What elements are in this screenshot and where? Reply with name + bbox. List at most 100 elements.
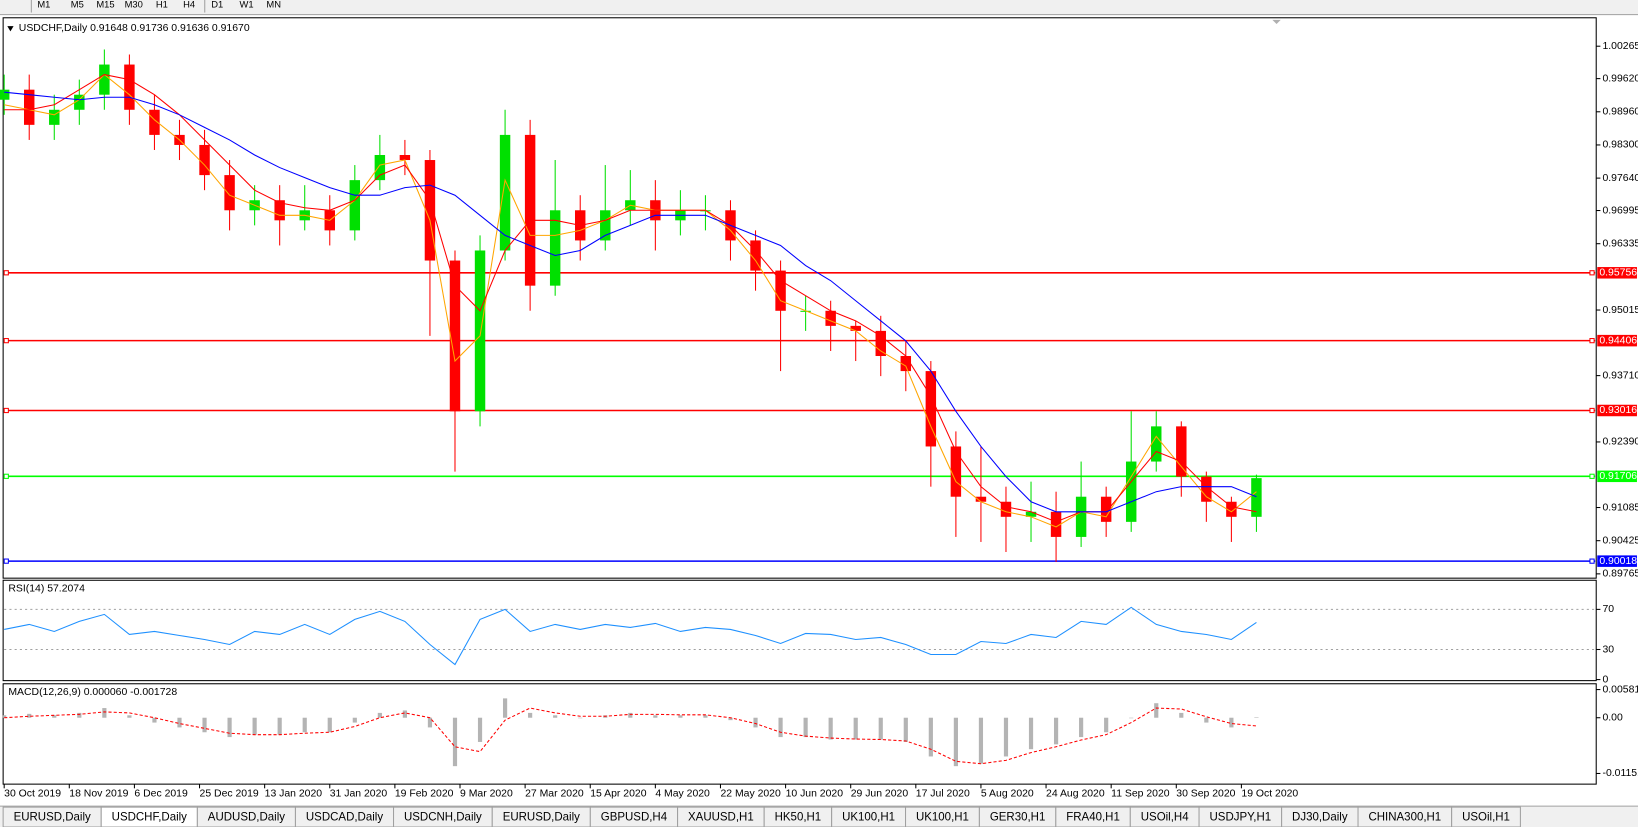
x-tick-label: 24 Aug 2020	[1046, 788, 1105, 799]
macd-bar	[302, 717, 307, 733]
price-label-box	[1597, 470, 1637, 483]
x-tick-label: 15 Apr 2020	[590, 788, 646, 799]
line-handle	[1589, 558, 1595, 564]
macd-bar	[1229, 717, 1234, 728]
shift-marker	[1272, 19, 1281, 25]
candle-body	[950, 446, 962, 497]
timeframe-button[interactable]: M5	[71, 0, 84, 10]
macd-bar	[528, 712, 533, 718]
candle-body	[149, 109, 160, 135]
rsi-panel	[2, 579, 1597, 682]
y-tick-label: 0.93710	[1602, 370, 1638, 381]
macd-bar	[903, 717, 908, 742]
tab-label[interactable]: USDCHF,Daily	[112, 812, 188, 824]
timeframe-button[interactable]: M30	[125, 0, 143, 10]
y-tick-label: 0.89765	[1602, 569, 1638, 580]
line-handle	[3, 558, 9, 564]
candle-body	[900, 356, 912, 372]
tab-label[interactable]: USOil,H1	[1462, 812, 1510, 824]
y-tick-label: 0.92390	[1602, 437, 1638, 448]
x-tick-label: 25 Dec 2019	[200, 788, 259, 799]
timeframe-button[interactable]: MN	[266, 0, 281, 10]
macd-bar	[928, 717, 933, 757]
x-tick-label: 22 May 2020	[720, 788, 781, 799]
tab-label[interactable]: UK100,H1	[842, 812, 895, 824]
candle-body	[274, 200, 285, 221]
macd-bar	[452, 717, 458, 767]
price-label: 0.93016	[1599, 405, 1637, 416]
price-label-box	[1597, 404, 1637, 417]
tab-label[interactable]: HK50,H1	[775, 812, 822, 824]
candle-body	[1025, 511, 1037, 517]
tab-label[interactable]: XAUUSD,H1	[688, 812, 754, 824]
tab[interactable]	[1451, 806, 1521, 827]
candle-body	[374, 155, 386, 181]
tab-label[interactable]: USDCAD,Daily	[306, 812, 383, 824]
line-handle	[1589, 407, 1595, 414]
candle-body	[875, 330, 886, 357]
candle-body	[49, 109, 60, 125]
x-tick-label: 5 Aug 2020	[981, 788, 1034, 799]
price-label: 0.95756	[1599, 268, 1637, 279]
y-tick-label: 0.90425	[1602, 535, 1638, 546]
timeframe-button[interactable]: M1	[37, 0, 50, 10]
toolbar	[0, 0, 1638, 15]
tab-label[interactable]: DJ30,Daily	[1292, 812, 1348, 824]
moving-average	[4, 91, 1257, 513]
candle-body	[850, 325, 861, 331]
y-tick-label: 70	[1602, 604, 1614, 615]
price-label-box	[1597, 555, 1637, 567]
tab-label[interactable]: EURUSD,Daily	[14, 812, 91, 824]
macd-bar	[1104, 717, 1109, 733]
tab-label[interactable]: USDJPY,H1	[1210, 812, 1272, 824]
tab-label[interactable]: CHINA300,H1	[1368, 812, 1441, 824]
x-tick-label: 13 Jan 2020	[265, 788, 323, 799]
macd-bar	[678, 715, 683, 718]
price-label: 0.90018	[1599, 556, 1637, 567]
candle-body	[224, 175, 235, 211]
macd-bar	[202, 717, 207, 733]
tab-label[interactable]: EURUSD,Daily	[503, 812, 580, 824]
y-tick-label: 30	[1602, 644, 1614, 655]
macd-title: MACD(12,26,9) 0.000060 -0.001728	[8, 687, 177, 698]
tab-label[interactable]: GER30,H1	[990, 812, 1046, 824]
candle-body	[499, 134, 511, 251]
tab-label[interactable]: GBPUSD,H4	[601, 812, 668, 824]
y-tick-label: 1.00265	[1602, 41, 1638, 52]
x-tick-label: 30 Oct 2019	[4, 788, 61, 799]
macd-bar	[502, 698, 508, 718]
candle-body	[424, 160, 436, 261]
y-tick-label: 0.98300	[1602, 140, 1638, 151]
y-tick-label: 0.96335	[1602, 238, 1638, 249]
candle-body	[1201, 476, 1212, 502]
y-tick-label: 0.91085	[1602, 502, 1638, 513]
tab-label[interactable]: USOil,H4	[1141, 812, 1189, 824]
macd-bar	[152, 717, 157, 723]
tab-label[interactable]: USDCNH,Daily	[404, 812, 482, 824]
macd-bar	[1129, 717, 1134, 719]
timeframe-button[interactable]: W1	[239, 0, 253, 10]
tab-label[interactable]: AUDUSD,Daily	[208, 812, 285, 824]
timeframe-button[interactable]: D1	[211, 0, 223, 10]
x-tick-label: 19 Feb 2020	[395, 788, 454, 799]
tab-label[interactable]: UK100,H1	[916, 812, 969, 824]
x-tick-label: 18 Nov 2019	[69, 788, 128, 799]
line-handle	[3, 338, 9, 344]
timeframe-button[interactable]: M15	[96, 0, 114, 10]
y-tick-label: 0.00	[1602, 712, 1623, 723]
timeframe-button[interactable]: H1	[156, 0, 168, 10]
timeframe-button[interactable]: H4	[183, 0, 195, 10]
y-tick-label: 0.97640	[1602, 173, 1638, 184]
line-handle	[1589, 338, 1595, 344]
candle-body	[825, 310, 836, 326]
macd-bar	[1204, 717, 1209, 723]
tab-label[interactable]: FRA40,H1	[1066, 812, 1120, 824]
candle-body	[24, 89, 35, 125]
macd-bar	[878, 717, 883, 740]
macd-bar	[402, 710, 407, 718]
candle-body	[1151, 426, 1162, 462]
line-handle	[3, 473, 9, 479]
macd-bar	[127, 715, 132, 718]
